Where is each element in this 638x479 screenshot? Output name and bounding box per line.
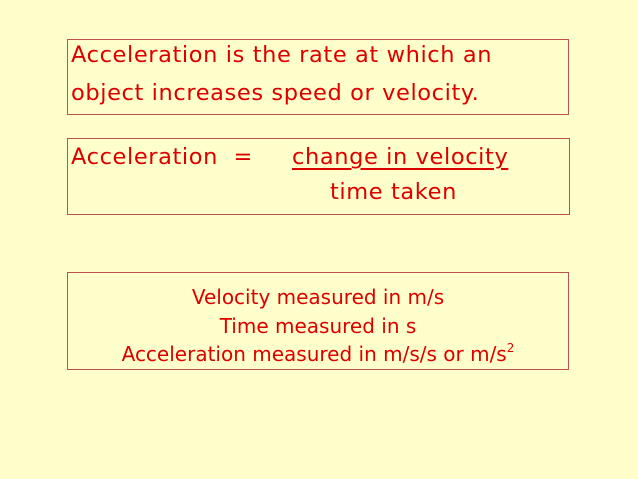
equation-denominator: time taken xyxy=(330,179,457,205)
equation-lhs: Acceleration = xyxy=(71,144,253,170)
velocity-units-text: Velocity measured in m/s xyxy=(191,285,445,309)
units-box: Velocity measured in m/s Time measured i… xyxy=(67,272,569,370)
equation-box: Acceleration = change in velocity time t… xyxy=(67,138,570,215)
definition-line-2: object increases speed or velocity. xyxy=(71,80,480,106)
equation-numerator: change in velocity xyxy=(292,144,509,170)
definition-box: Acceleration is the rate at which an obj… xyxy=(67,39,569,115)
time-units-text: Time measured in s xyxy=(219,314,417,338)
definition-line-1: Acceleration is the rate at which an xyxy=(71,42,493,68)
acceleration-units-text: Acceleration measured in m/s/s or m/s xyxy=(121,342,507,366)
acceleration-units-line: Acceleration measured in m/s/s or m/s2 xyxy=(68,341,568,366)
squared-superscript: 2 xyxy=(506,341,515,355)
